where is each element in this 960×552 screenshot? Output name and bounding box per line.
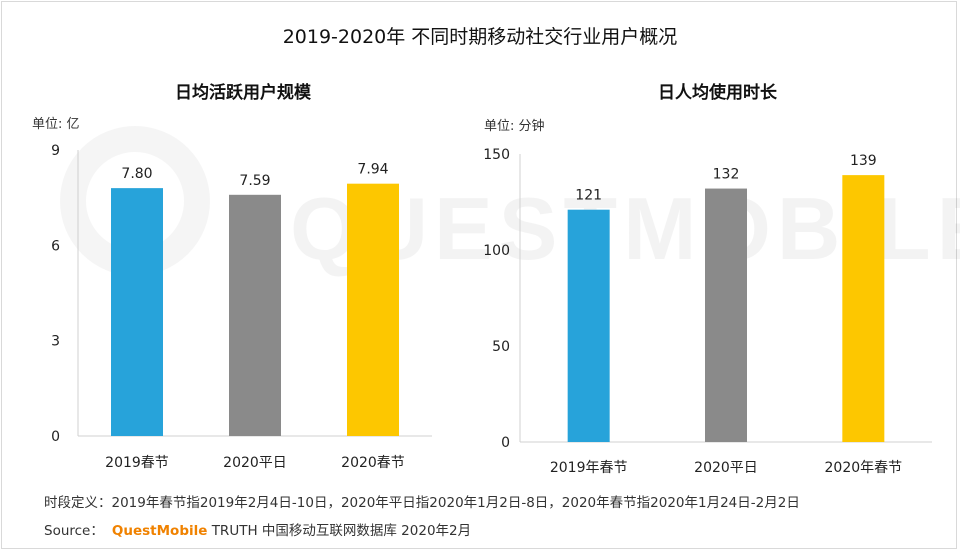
y-tick-label: 0 (51, 429, 60, 445)
source-brand: QuestMobile (111, 523, 208, 539)
bar-3 (347, 183, 399, 436)
data-label: 121 (575, 188, 602, 204)
x-tick-label: 2020平日 (694, 460, 758, 476)
y-tick-label: 50 (492, 339, 510, 355)
data-label: 139 (850, 153, 877, 169)
bar-2 (705, 188, 747, 442)
unit-label: 单位: 分钟 (484, 118, 545, 134)
footer-source: Source： QuestMobile TRUTH 中国移动互联网数据库 2020… (44, 519, 471, 539)
unit-label: 单位: 亿 (32, 117, 80, 132)
x-tick-label: 2020春节 (341, 455, 405, 471)
y-tick-label: 0 (501, 435, 510, 451)
y-tick-label: 9 (51, 143, 60, 159)
data-label: 7.80 (121, 166, 152, 182)
y-tick-label: 6 (51, 238, 60, 254)
x-tick-label: 2020平日 (223, 455, 287, 471)
x-tick-label: 2019春节 (105, 455, 169, 471)
chart-title: 日均活跃用户规模 (175, 82, 312, 103)
bar-1 (567, 209, 610, 442)
bar-3 (842, 175, 885, 442)
data-label: 7.94 (357, 162, 388, 178)
x-tick-label: 2020年春节 (825, 460, 903, 476)
source-text: TRUTH 中国移动互联网数据库 2020年2月 (211, 523, 472, 539)
bar-2 (229, 194, 281, 436)
data-label: 7.59 (239, 173, 270, 189)
footer-note: 时段定义：2019年春节指2019年2月4日-10日，2020年平日指2020年… (44, 495, 800, 511)
data-label: 132 (713, 167, 740, 183)
source-label: Source： (44, 523, 104, 539)
y-tick-label: 3 (51, 334, 60, 350)
y-tick-label: 150 (483, 147, 510, 163)
x-tick-label: 2019年春节 (550, 460, 628, 476)
y-tick-label: 100 (483, 243, 510, 259)
chart-title: 日人均使用时长 (658, 82, 778, 103)
bar-1 (111, 188, 163, 436)
page-title: 2019-2020年 不同时期移动社交行业用户概况 (282, 26, 678, 48)
